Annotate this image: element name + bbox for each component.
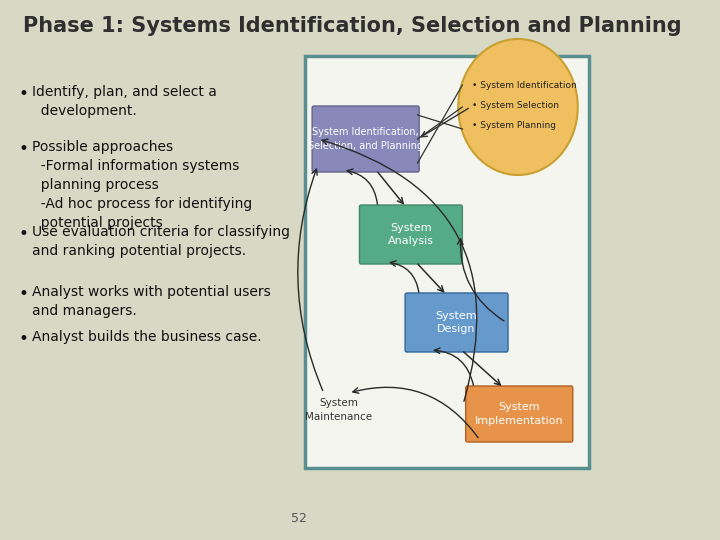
Text: •: • xyxy=(18,285,28,303)
Text: Analyst works with potential users
and managers.: Analyst works with potential users and m… xyxy=(32,285,270,318)
Text: • System Planning: • System Planning xyxy=(472,120,557,130)
Text: System
Maintenance: System Maintenance xyxy=(305,399,372,422)
Text: Possible approaches
  -Formal information systems
  planning process
  -Ad hoc p: Possible approaches -Formal information … xyxy=(32,140,252,230)
Text: •: • xyxy=(18,140,28,158)
Text: •: • xyxy=(18,225,28,243)
Text: System
Design: System Design xyxy=(436,311,477,334)
FancyBboxPatch shape xyxy=(305,56,590,468)
FancyBboxPatch shape xyxy=(359,205,462,264)
Text: Identify, plan, and select a
  development.: Identify, plan, and select a development… xyxy=(32,85,217,118)
FancyBboxPatch shape xyxy=(312,106,419,172)
Ellipse shape xyxy=(458,39,577,175)
Text: Phase 1: Systems Identification, Selection and Planning: Phase 1: Systems Identification, Selecti… xyxy=(23,16,682,36)
Text: 52: 52 xyxy=(291,512,307,525)
Text: • System Identification: • System Identification xyxy=(472,80,577,90)
FancyBboxPatch shape xyxy=(405,293,508,352)
Text: System Identification,
Selection, and Planning: System Identification, Selection, and Pl… xyxy=(308,127,423,151)
Text: System
Implementation: System Implementation xyxy=(475,402,564,426)
Text: • System Selection: • System Selection xyxy=(472,100,559,110)
FancyBboxPatch shape xyxy=(466,386,573,442)
Text: •: • xyxy=(18,330,28,348)
Text: Use evaluation criteria for classifying
and ranking potential projects.: Use evaluation criteria for classifying … xyxy=(32,225,289,258)
Text: •: • xyxy=(18,85,28,103)
Text: Analyst builds the business case.: Analyst builds the business case. xyxy=(32,330,261,344)
FancyBboxPatch shape xyxy=(9,7,590,45)
Text: System
Analysis: System Analysis xyxy=(388,223,434,246)
